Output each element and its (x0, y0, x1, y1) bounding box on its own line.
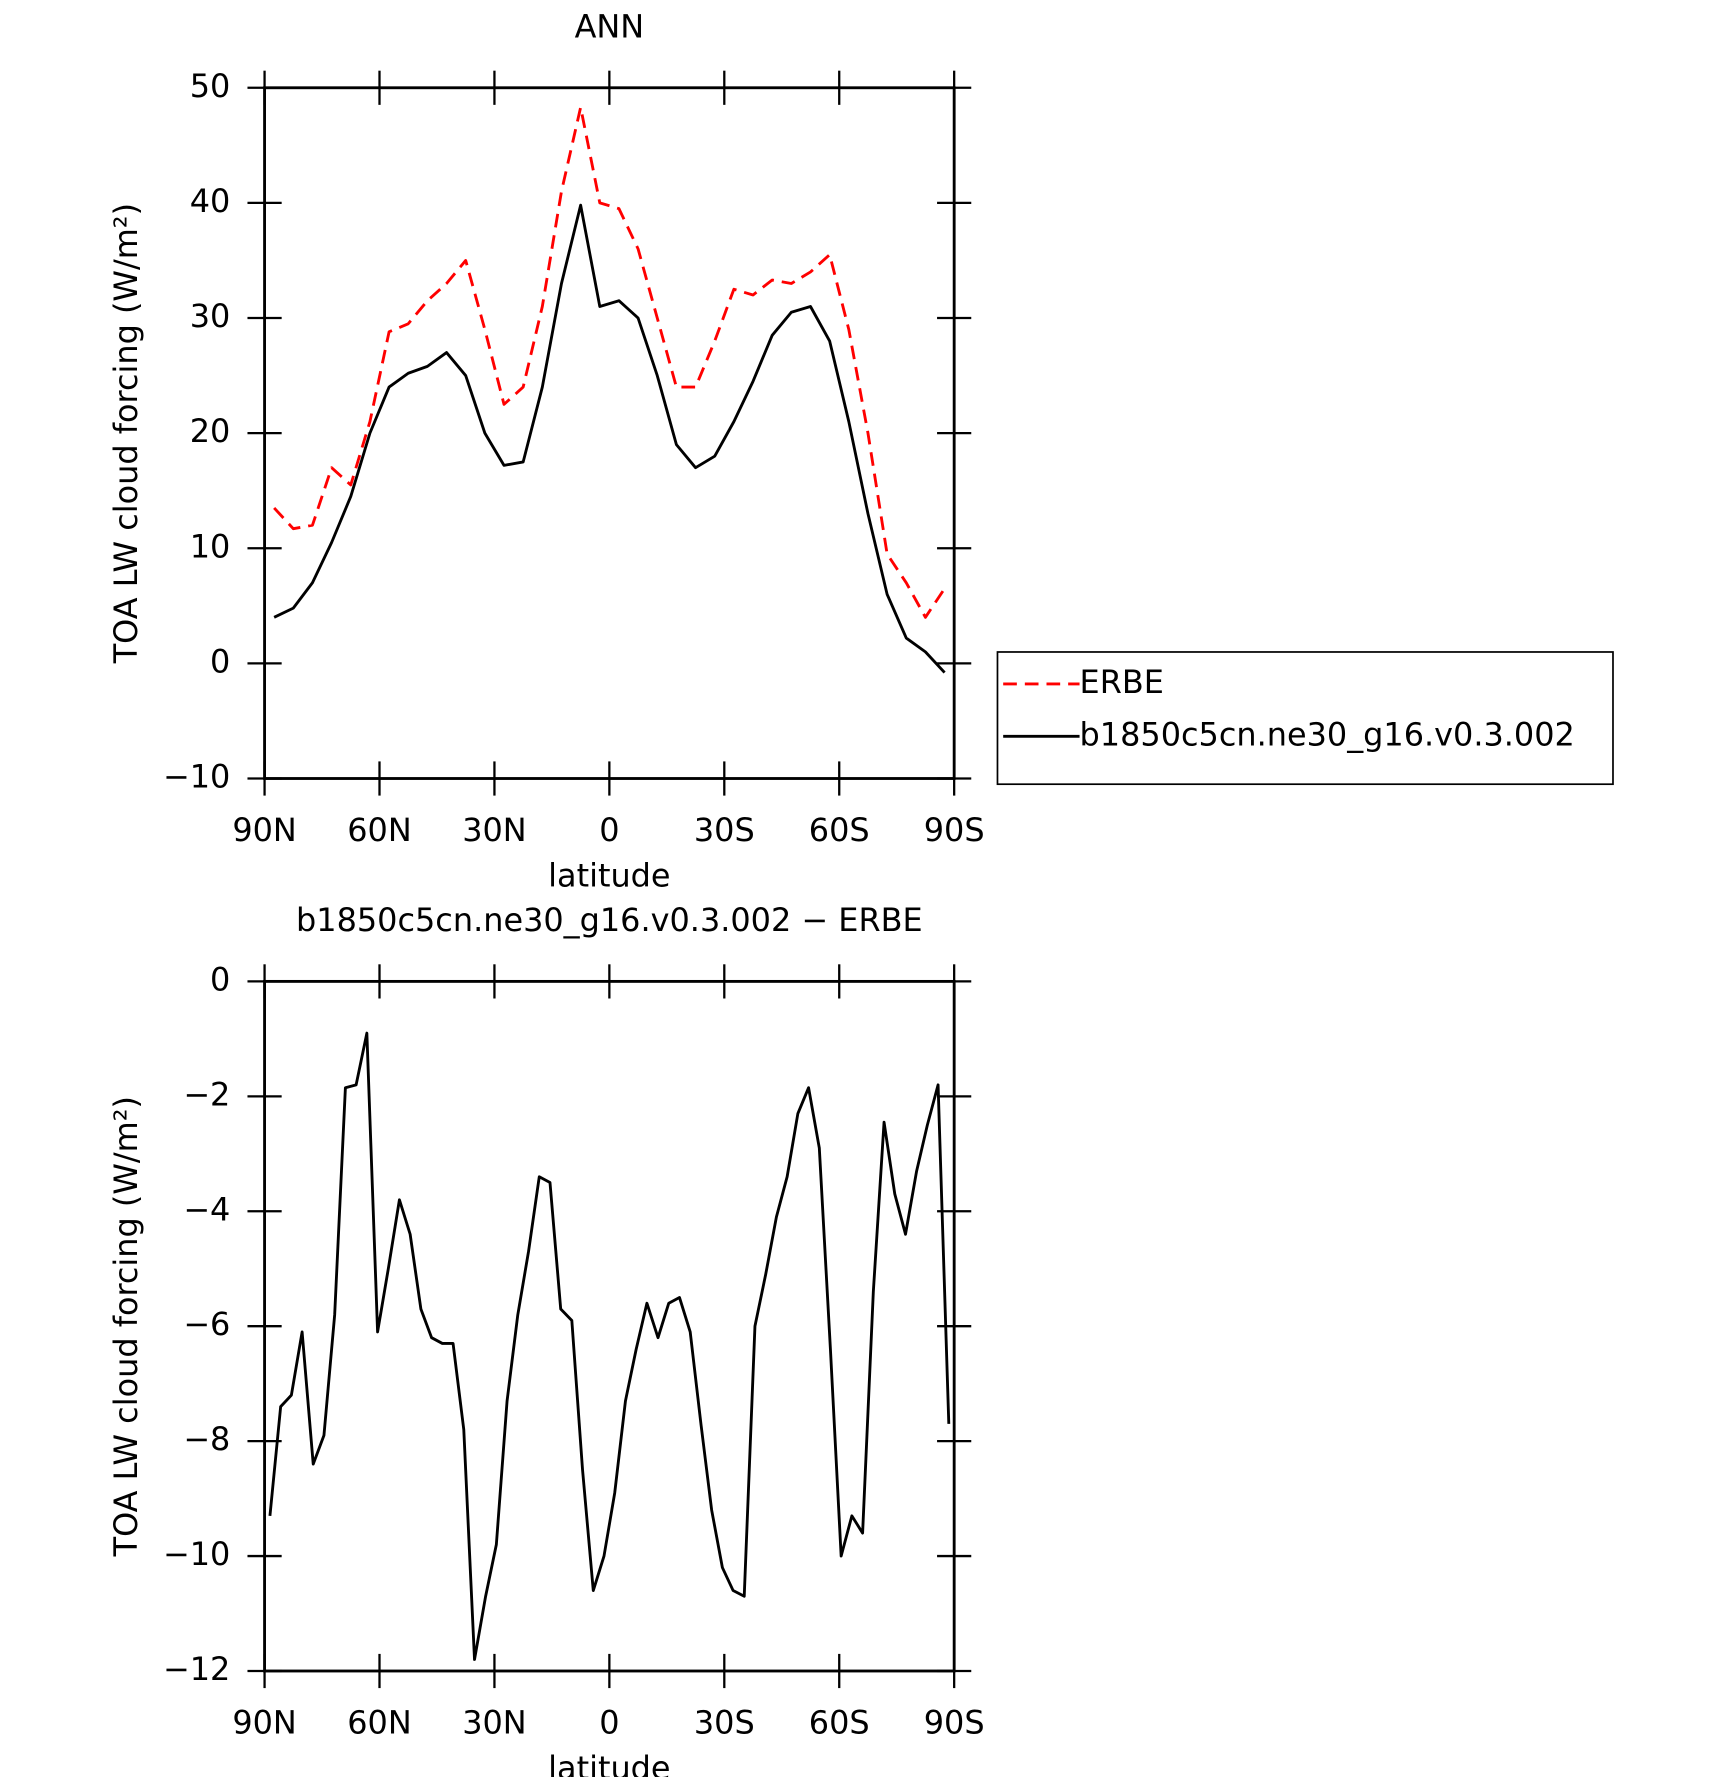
y-tick-label: −4 (183, 1190, 230, 1228)
y-tick-label: 0 (210, 960, 230, 998)
y-tick-label: 10 (190, 527, 231, 565)
y-tick-label: 20 (190, 412, 231, 450)
y-tick-label: 0 (210, 642, 230, 680)
legend-box (996, 651, 1614, 786)
chart-title: b1850c5cn.ne30_g16.v0.3.002 − ERBE (296, 901, 923, 939)
x-tick-label: 60S (809, 1704, 870, 1742)
x-tick-label: 0 (599, 1704, 619, 1742)
legend-label: ERBE (1080, 663, 1164, 701)
x-tick-label: 0 (599, 811, 619, 849)
x-tick-label: 60N (347, 811, 411, 849)
x-tick-label: 60N (347, 1704, 411, 1742)
y-axis-label: TOA LW cloud forcing (W/m²) (107, 203, 145, 664)
x-tick-label: 30S (694, 811, 755, 849)
line-series (273, 105, 946, 619)
y-tick-label: 50 (190, 67, 231, 105)
x-tick-label: 30N (462, 811, 526, 849)
y-tick-label: −6 (183, 1305, 230, 1343)
x-tick-label: 30N (462, 1704, 526, 1742)
y-tick-label: 30 (190, 297, 231, 335)
chart-title: ANN (575, 7, 645, 45)
y-tick-label: −12 (163, 1650, 230, 1688)
x-tick-label: 90S (924, 811, 985, 849)
y-tick-label: −8 (183, 1420, 230, 1458)
y-tick-label: −10 (163, 758, 230, 796)
x-axis-label: latitude (548, 857, 670, 895)
x-tick-label: 90S (924, 1704, 985, 1742)
y-tick-label: −10 (163, 1535, 230, 1573)
y-tick-label: 40 (190, 182, 231, 220)
y-axis-label: TOA LW cloud forcing (W/m²) (107, 1096, 145, 1557)
line-series (268, 1031, 951, 1661)
x-tick-label: 90N (232, 1704, 296, 1742)
x-tick-label: 90N (232, 811, 296, 849)
x-tick-label: 30S (694, 1704, 755, 1742)
y-tick-label: −2 (183, 1075, 230, 1113)
x-tick-label: 60S (809, 811, 870, 849)
x-axis-label: latitude (548, 1749, 670, 1777)
line-series (273, 203, 946, 674)
legend-label: b1850c5cn.ne30_g16.v0.3.002 (1080, 715, 1575, 753)
